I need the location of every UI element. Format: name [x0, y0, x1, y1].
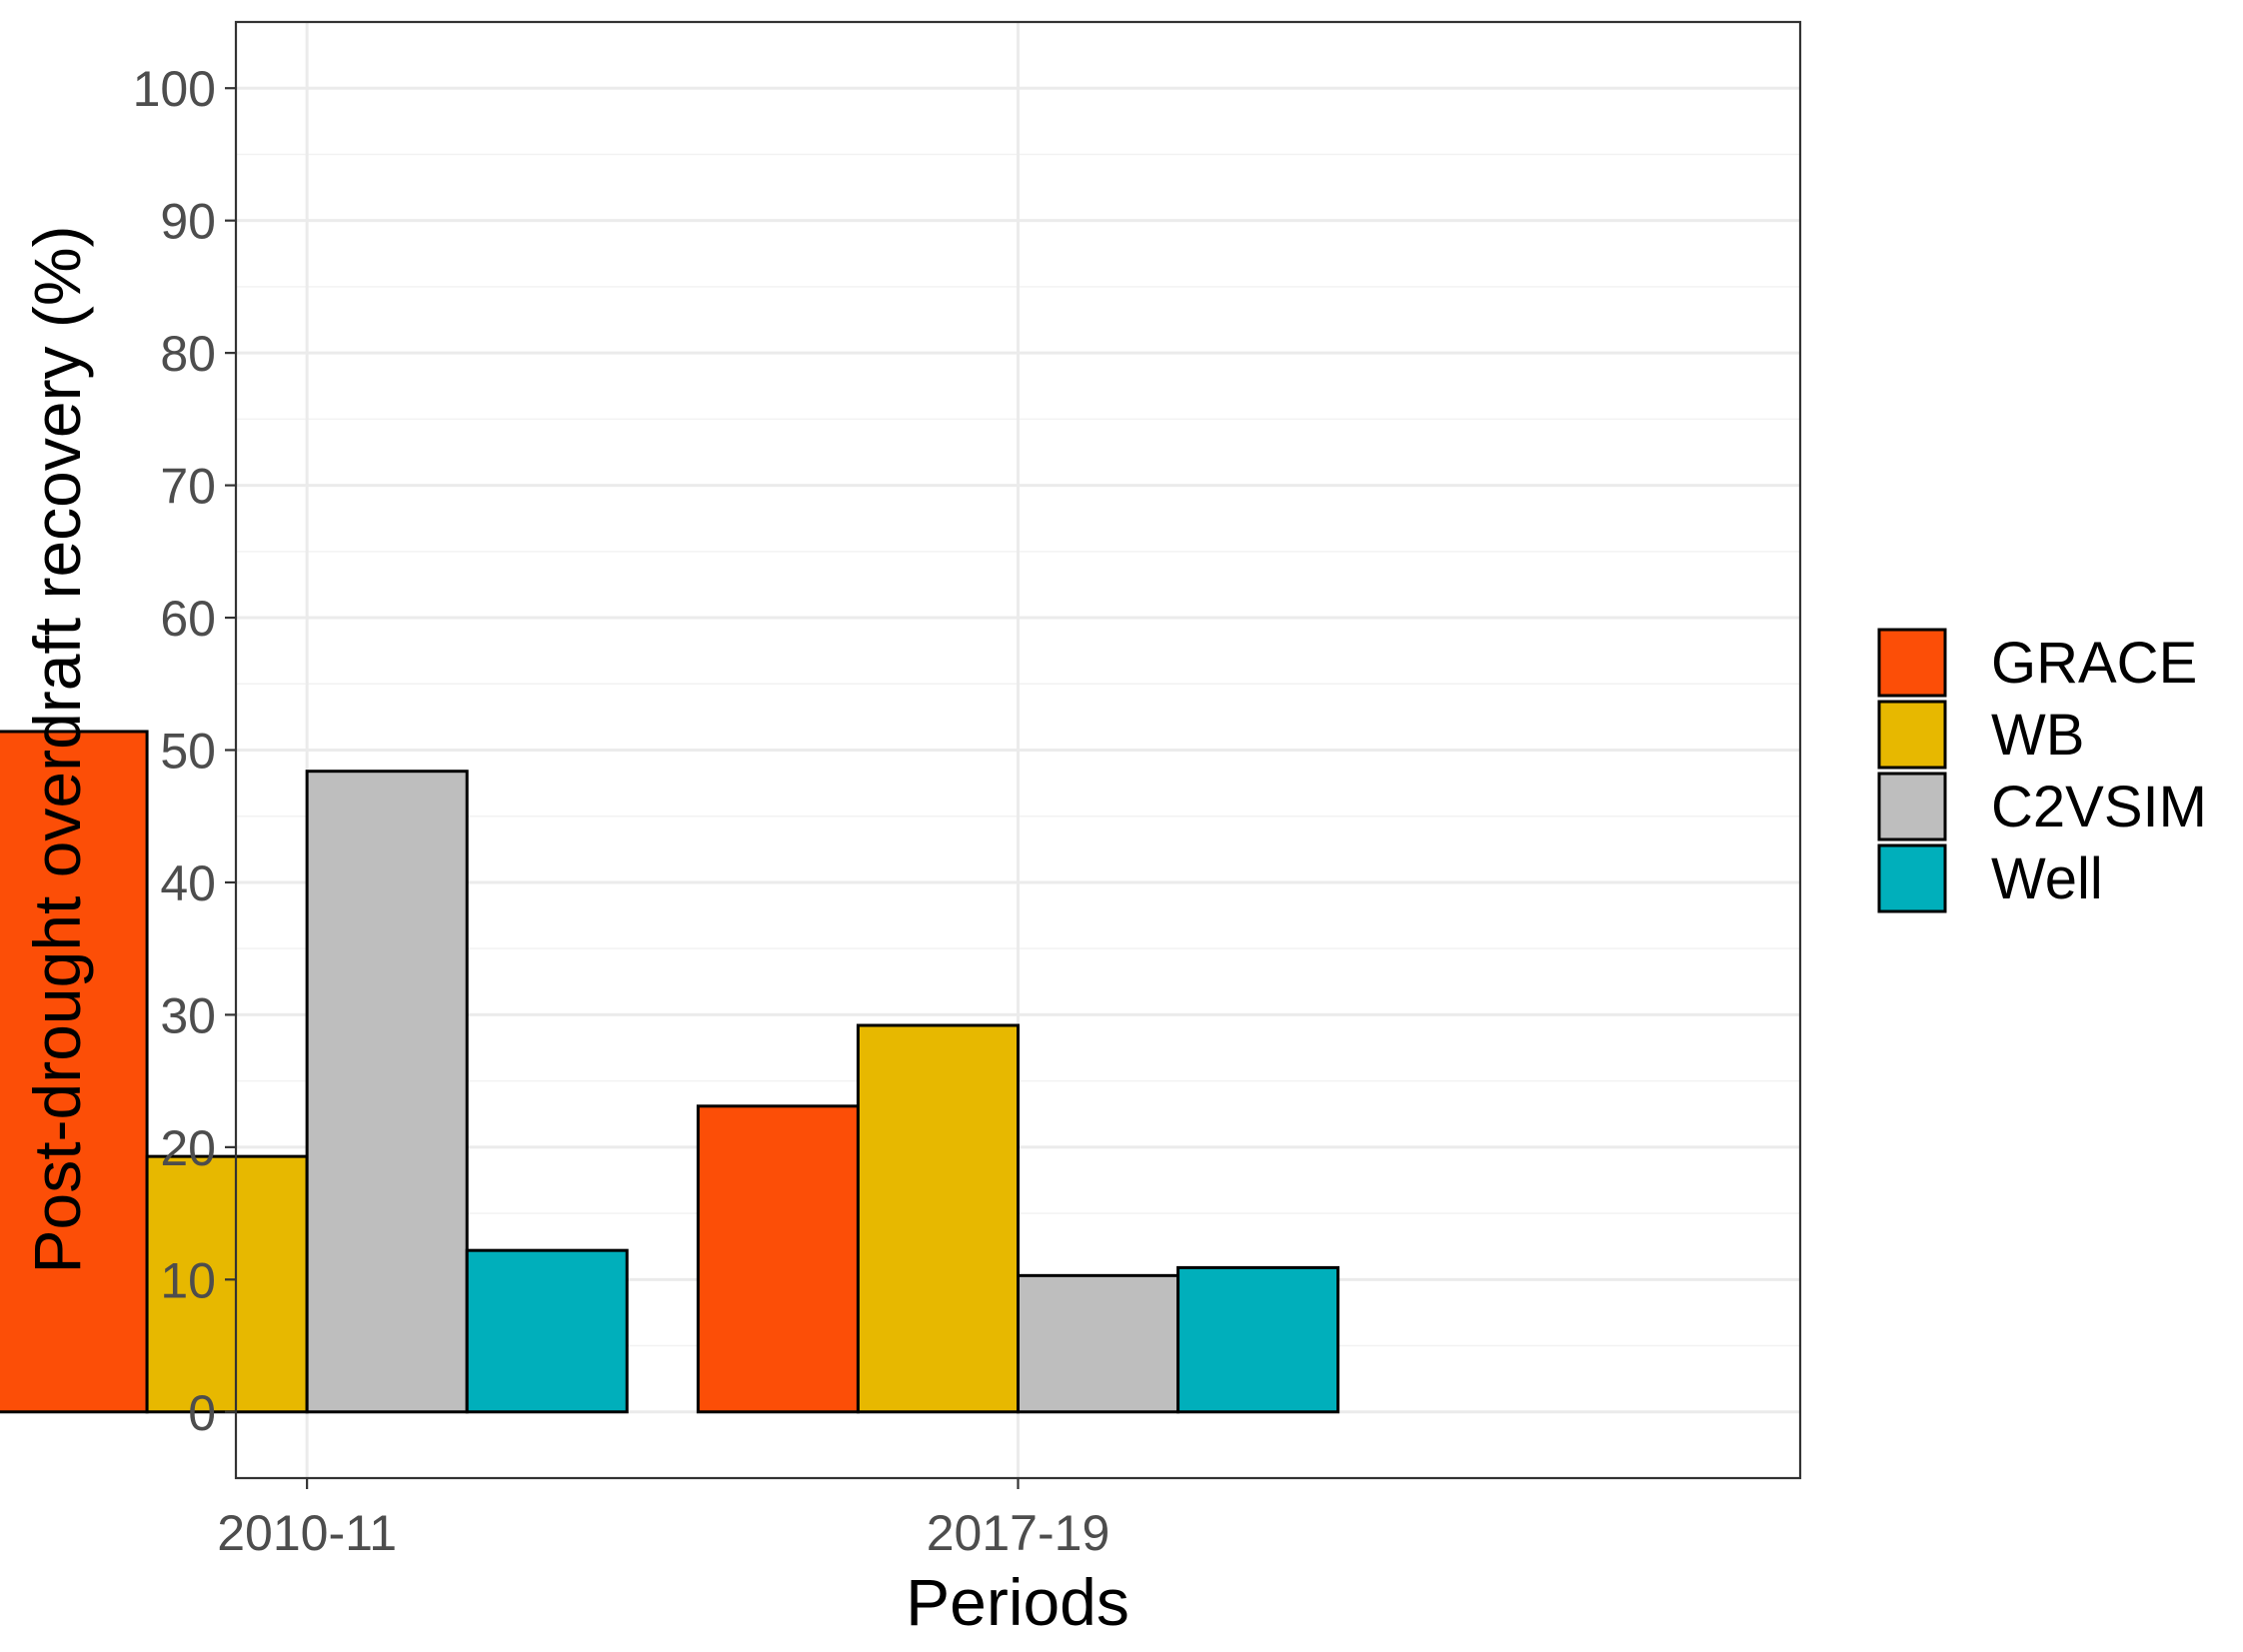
bar-well-2017-19 [1176, 1265, 1340, 1414]
legend-key-well [1877, 843, 1947, 913]
y-axis-title: Post-drought overdraft recovery (%) [20, 225, 94, 1273]
y-axis: 0 10 20 30 40 50 60 70 80 90 100 [133, 61, 236, 1441]
legend: GRACE WB C2VSIM Well [1877, 628, 2207, 913]
y-tick-label: 40 [160, 855, 216, 911]
legend-label-c2vsim: C2VSIM [1991, 775, 2207, 839]
bars [0, 730, 1340, 1414]
y-tick-label: 90 [160, 194, 216, 250]
y-tick-label: 20 [160, 1120, 216, 1176]
legend-label-wb: WB [1991, 703, 2084, 768]
legend-label-grace: GRACE [1991, 631, 2197, 696]
bar-c2vsim-2010-11 [305, 770, 469, 1414]
y-tick-label: 0 [188, 1385, 216, 1441]
y-tick-label: 70 [160, 459, 216, 515]
y-tick-label: 80 [160, 326, 216, 382]
x-axis: 2010-11 2017-19 [217, 1478, 1110, 1561]
x-tick-label: 2010-11 [217, 1505, 397, 1561]
y-tick-label: 10 [160, 1252, 216, 1308]
bar-grace-2017-19 [696, 1104, 860, 1414]
legend-key-grace [1877, 628, 1947, 698]
y-tick-label: 100 [133, 61, 216, 117]
legend-key-c2vsim [1877, 772, 1947, 841]
bar-grace-2010-11 [0, 730, 149, 1414]
bar-c2vsim-2017-19 [1017, 1273, 1180, 1414]
y-tick-label: 50 [160, 724, 216, 780]
bar-well-2010-11 [465, 1248, 629, 1414]
x-axis-title: Periods [906, 1565, 1129, 1639]
legend-key-wb [1877, 700, 1947, 770]
y-tick-label: 60 [160, 591, 216, 647]
x-tick-label: 2017-19 [927, 1505, 1111, 1561]
bar-wb-2017-19 [856, 1023, 1020, 1414]
legend-label-well: Well [1991, 846, 2103, 911]
y-tick-label: 30 [160, 987, 216, 1043]
